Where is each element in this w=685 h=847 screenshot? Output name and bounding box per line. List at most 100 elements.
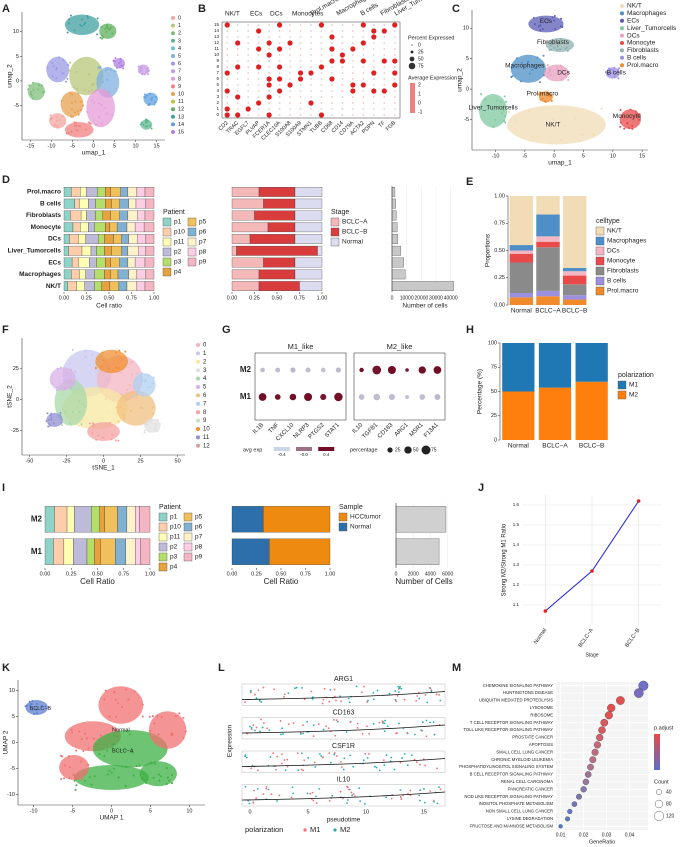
cell xyxy=(478,108,481,111)
dot xyxy=(360,58,366,64)
cell xyxy=(31,708,34,711)
cell xyxy=(131,360,134,363)
dot xyxy=(360,22,366,28)
cell xyxy=(334,734,337,737)
bar-segment xyxy=(231,269,260,280)
legend-label: 1 xyxy=(178,23,181,29)
dot xyxy=(247,60,250,62)
dot xyxy=(299,30,302,32)
cell xyxy=(146,125,149,128)
cell xyxy=(60,424,63,427)
dot xyxy=(226,42,229,44)
cell xyxy=(77,113,80,116)
legend-label: Fibroblasts xyxy=(607,268,640,275)
cell xyxy=(65,372,68,375)
bar-segment xyxy=(575,343,608,382)
bar-segment xyxy=(294,210,323,221)
dot xyxy=(341,42,344,44)
dot xyxy=(247,114,250,116)
cell xyxy=(511,75,514,78)
legend-label: 8 xyxy=(178,76,181,82)
legend-swatch xyxy=(620,41,624,45)
x-tick-label: 10 xyxy=(132,143,138,149)
cell xyxy=(139,406,142,409)
dot xyxy=(247,36,250,38)
cell xyxy=(83,779,86,782)
dot xyxy=(362,108,365,110)
cell xyxy=(49,414,52,417)
cell xyxy=(145,782,148,785)
cell xyxy=(149,729,152,732)
cell xyxy=(50,418,53,421)
cell xyxy=(315,795,317,798)
cell xyxy=(143,96,146,99)
dot xyxy=(362,114,365,116)
bar-segment xyxy=(502,391,535,440)
dot xyxy=(226,78,229,80)
cell xyxy=(528,72,531,75)
bar-segment xyxy=(105,222,111,233)
cell xyxy=(111,747,114,750)
x-tick-label: 0.75 xyxy=(126,295,137,301)
cell xyxy=(538,93,541,96)
cluster xyxy=(87,422,120,441)
legend-swatch xyxy=(408,62,416,70)
y-tick-label: 5 xyxy=(466,56,469,62)
colorbar xyxy=(410,83,415,113)
cell xyxy=(115,66,118,69)
cell xyxy=(301,686,303,689)
dot xyxy=(289,96,291,98)
bar-segment xyxy=(119,210,129,221)
legend-swatch xyxy=(595,276,605,286)
cell xyxy=(165,782,168,785)
legend-title: celltype xyxy=(596,218,620,225)
legend-label: 10 xyxy=(203,427,210,433)
legend-label: 50 xyxy=(413,447,419,453)
cell xyxy=(244,701,246,704)
cell xyxy=(60,421,63,424)
legend-label: B cells xyxy=(627,55,647,62)
x-tick-label: Normal xyxy=(533,628,548,646)
bar-segment xyxy=(63,198,75,209)
cell xyxy=(165,766,168,769)
cell xyxy=(111,433,114,436)
cell xyxy=(249,691,252,694)
cell xyxy=(119,58,122,61)
cell xyxy=(561,68,564,71)
legend-swatch xyxy=(196,401,200,406)
y-tick-label: 10 xyxy=(9,688,15,694)
point xyxy=(576,793,582,800)
cell xyxy=(328,700,331,703)
cell xyxy=(259,730,261,733)
cell xyxy=(283,759,286,761)
cell xyxy=(69,14,72,17)
cluster xyxy=(92,730,168,768)
cell xyxy=(138,70,141,73)
legend-swatch xyxy=(330,237,340,247)
cell xyxy=(51,61,54,64)
cell xyxy=(110,771,113,774)
dot xyxy=(341,72,344,74)
cell xyxy=(170,734,173,737)
cell xyxy=(44,705,47,708)
dot xyxy=(405,394,410,400)
cell xyxy=(551,16,554,19)
cell xyxy=(114,439,117,442)
bar-segment xyxy=(80,187,87,197)
cell xyxy=(560,139,563,142)
cell xyxy=(539,29,542,32)
cell xyxy=(55,77,58,80)
cell xyxy=(146,67,149,70)
legend-label: Prol.macro xyxy=(607,288,639,295)
dot xyxy=(320,72,323,74)
cell xyxy=(79,108,82,111)
dot xyxy=(247,54,250,56)
legend-title: p.adjust xyxy=(654,725,674,731)
x-tick-label: 50 xyxy=(175,458,181,464)
cell xyxy=(74,100,77,103)
cell xyxy=(631,127,634,130)
cluster xyxy=(510,54,546,83)
cell xyxy=(174,714,177,717)
cell xyxy=(613,66,616,69)
cell xyxy=(182,736,185,739)
